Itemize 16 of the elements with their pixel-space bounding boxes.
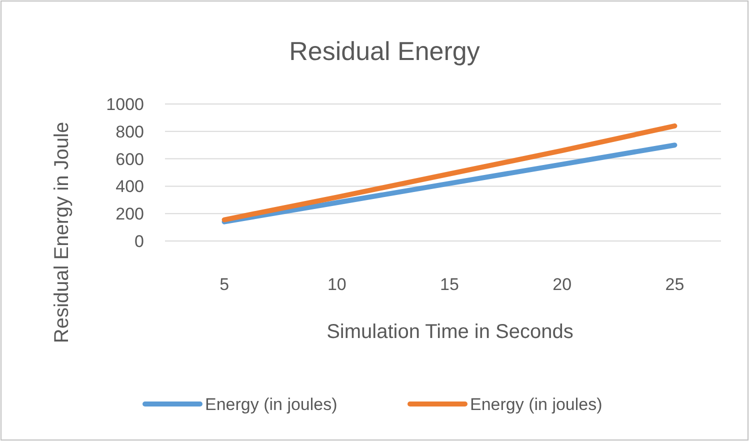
y-axis-title: Residual Energy in Joule bbox=[51, 122, 73, 344]
x-tick-label: 5 bbox=[220, 275, 230, 294]
x-axis-title: Simulation Time in Seconds bbox=[326, 321, 574, 343]
legend-label: Energy (in joules) bbox=[470, 394, 602, 414]
y-tick-label: 800 bbox=[116, 122, 144, 142]
x-tick-label: 25 bbox=[665, 275, 684, 294]
y-tick-label: 400 bbox=[116, 177, 144, 196]
x-tick-label: 20 bbox=[552, 275, 572, 294]
legend-label: Energy (in joules) bbox=[205, 394, 338, 414]
chart-title: Residual Energy bbox=[289, 36, 480, 66]
y-tick-label: 600 bbox=[116, 150, 144, 169]
y-tick-label: 0 bbox=[134, 232, 144, 251]
y-tick-label: 200 bbox=[116, 204, 144, 224]
x-tick-label: 15 bbox=[440, 275, 459, 294]
x-tick-label: 10 bbox=[327, 275, 346, 294]
y-tick-label: 1000 bbox=[106, 94, 144, 114]
